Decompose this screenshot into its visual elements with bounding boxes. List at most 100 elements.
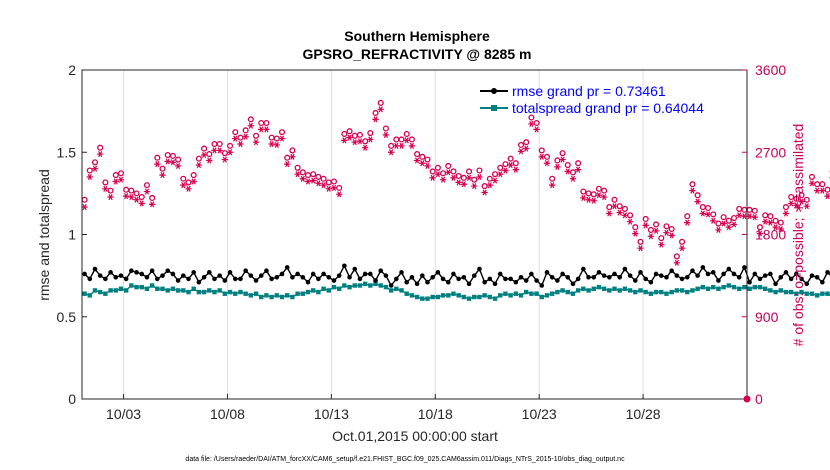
rmse-point xyxy=(227,270,233,275)
rmse-point xyxy=(258,273,264,278)
obs-possible-point xyxy=(294,164,301,171)
rmse-point xyxy=(284,265,290,270)
rmse-point xyxy=(362,271,368,277)
totalspread-point xyxy=(627,288,633,293)
totalspread-point xyxy=(357,283,363,288)
totalspread-point xyxy=(762,286,768,291)
obs-assimilated-point xyxy=(180,182,187,189)
totalspread-point xyxy=(555,289,560,295)
totalspread-point xyxy=(633,289,638,295)
rmse-point xyxy=(425,279,430,285)
obs-possible-point xyxy=(278,129,286,136)
obs-possible-point xyxy=(86,167,93,174)
totalspread-point xyxy=(420,296,425,301)
totalspread-point xyxy=(705,286,711,291)
totalspread-point xyxy=(425,296,430,301)
obs-assimilated-point xyxy=(367,136,374,143)
obs-possible-point xyxy=(725,217,732,224)
totalspread-point xyxy=(326,288,331,293)
rmse-point xyxy=(794,271,799,277)
rmse-point xyxy=(414,281,420,287)
obs-assimilated-point xyxy=(164,158,171,165)
obs-assimilated-point xyxy=(564,168,571,175)
totalspread-point xyxy=(477,294,482,300)
rmse-point xyxy=(529,271,534,277)
totalspread-point xyxy=(123,288,129,293)
totalspread-point xyxy=(700,284,706,290)
obs-assimilated-point xyxy=(382,131,390,138)
totalspread-point xyxy=(544,293,550,298)
totalspread-point xyxy=(181,288,186,293)
y-right-tick-label: 0 xyxy=(755,391,763,407)
obs-possible-point xyxy=(299,169,306,176)
obs-possible-point xyxy=(414,151,421,158)
obs-possible-point xyxy=(434,164,441,171)
totalspread-point xyxy=(378,283,383,288)
x-tick-label: 10/28 xyxy=(626,406,661,422)
totalspread-point xyxy=(201,289,207,295)
y-left-tick-label: 1.5 xyxy=(57,144,77,160)
totalspread-point xyxy=(783,289,789,295)
totalspread-point xyxy=(674,288,680,293)
obs-possible-point xyxy=(289,147,296,154)
obs-assimilated-point xyxy=(793,202,800,209)
obs-possible-point xyxy=(507,155,514,162)
totalspread-point xyxy=(804,291,809,296)
obs-possible-point xyxy=(102,179,109,186)
obs-possible-point xyxy=(455,172,462,180)
totalspread-point xyxy=(549,291,555,296)
rmse-point xyxy=(149,268,155,273)
totalspread-point xyxy=(560,288,565,293)
rmse-point xyxy=(705,271,711,277)
obs-possible-point xyxy=(221,150,228,157)
rmse-point xyxy=(804,281,810,287)
x-tick-label: 10/23 xyxy=(522,406,557,422)
totalspread-point xyxy=(129,283,134,288)
obs-assimilated-point xyxy=(491,177,499,184)
obs-assimilated-point xyxy=(346,134,353,141)
totalspread-point xyxy=(435,294,441,300)
obs-possible-point xyxy=(159,165,166,172)
obs-possible-point xyxy=(481,183,488,190)
rmse-point xyxy=(456,276,461,282)
totalspread-point xyxy=(165,288,170,293)
obs-assimilated-point xyxy=(465,174,473,181)
rmse-point xyxy=(710,270,716,275)
rmse-point xyxy=(352,266,358,272)
obs-possible-point xyxy=(128,187,135,194)
obs-assimilated-point xyxy=(138,200,145,207)
obs-assimilated-point xyxy=(585,196,592,203)
obs-assimilated-point xyxy=(626,218,634,225)
obs-possible-point xyxy=(440,170,447,177)
rmse-point xyxy=(648,279,654,285)
obs-possible-point xyxy=(533,119,540,127)
obs-assimilated-point xyxy=(689,187,696,194)
rmse-point xyxy=(544,270,550,275)
obs-assimilated-point xyxy=(720,220,727,227)
totalspread-point xyxy=(368,283,373,288)
totalspread-point xyxy=(440,293,446,298)
obs-possible-point xyxy=(346,128,353,135)
totalspread-point xyxy=(321,286,326,291)
rmse-point xyxy=(368,271,373,277)
rmse-point xyxy=(129,268,134,273)
rmse-point xyxy=(191,270,196,275)
obs-possible-point xyxy=(819,181,826,188)
totalspread-point xyxy=(503,291,508,296)
totalspread-point xyxy=(134,284,139,290)
y-right-tick-label: 2700 xyxy=(755,144,786,160)
totalspread-point xyxy=(679,288,685,293)
obs-assimilated-point xyxy=(715,226,722,234)
totalspread-point xyxy=(596,284,602,290)
totalspread-point xyxy=(430,294,435,300)
rmse-point xyxy=(378,268,384,273)
rmse-point xyxy=(695,273,700,278)
rmse-point xyxy=(248,273,254,278)
obs-possible-point xyxy=(91,159,99,166)
totalspread-point xyxy=(492,296,498,301)
totalspread-point xyxy=(638,288,643,293)
rmse-point xyxy=(658,273,664,278)
obs-assimilated-point xyxy=(590,197,597,204)
obs-possible-point xyxy=(647,226,654,233)
obs-possible-point xyxy=(107,187,114,194)
